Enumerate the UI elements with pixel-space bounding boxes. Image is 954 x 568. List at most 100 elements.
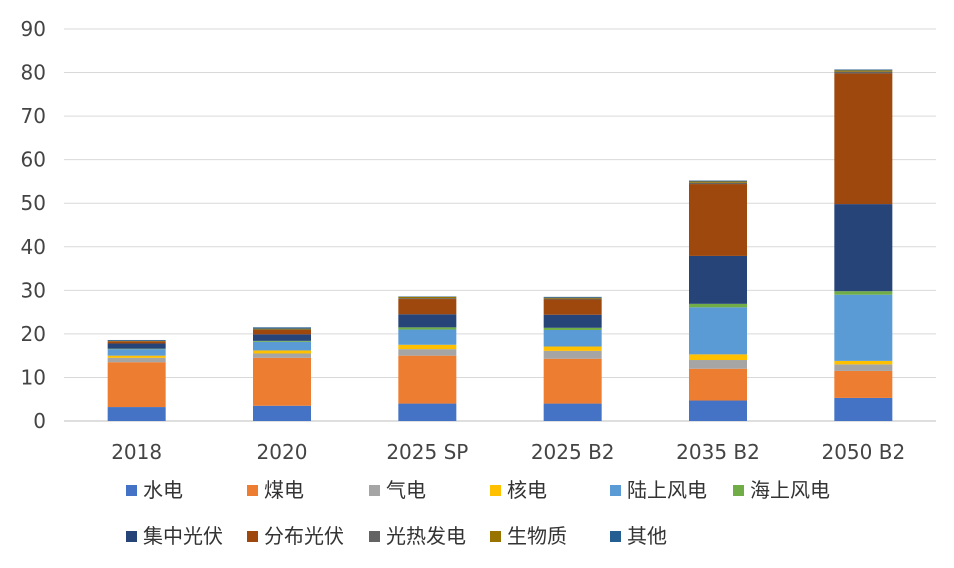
bar-segment: [834, 70, 892, 71]
bar-segment: [398, 349, 456, 356]
bar-segment: [689, 256, 747, 304]
bar-segment: [398, 298, 456, 299]
legend-label: 核电: [507, 478, 547, 502]
bar-segment: [689, 181, 747, 182]
bar-segment: [398, 345, 456, 349]
bar-segment: [834, 72, 892, 74]
bar-segment: [544, 351, 602, 359]
bar-segment: [689, 184, 747, 256]
bar-segment: [544, 404, 602, 421]
legend-swatch: [490, 485, 501, 496]
legend-swatch: [126, 485, 137, 496]
bar-segment: [544, 328, 602, 330]
bar-segment: [253, 334, 311, 341]
bar-stack: [253, 327, 311, 421]
bar-segment: [398, 297, 456, 298]
x-tick-label: 2035 B2: [676, 440, 760, 464]
bar-segment: [544, 299, 602, 300]
bar-stack: [544, 297, 602, 421]
legend-label: 分布光伏: [264, 524, 344, 548]
bar-segment: [544, 347, 602, 351]
bar-segment: [253, 353, 311, 357]
bar-segment: [544, 297, 602, 298]
x-tick-label: 2025 B2: [531, 440, 615, 464]
y-tick-label: 50: [21, 191, 46, 215]
legend-swatch: [369, 485, 380, 496]
bar-segment: [834, 371, 892, 398]
bar-segment: [544, 359, 602, 404]
bar-segment: [108, 340, 166, 341]
y-tick-label: 60: [21, 148, 46, 172]
bar-segment: [689, 360, 747, 369]
bar-segment: [689, 307, 747, 354]
legend-swatch: [369, 531, 380, 542]
bar-segment: [398, 299, 456, 314]
bar-segment: [398, 327, 456, 329]
x-tick-label: 2018: [111, 440, 162, 464]
bar-segment: [108, 358, 166, 362]
bar-segment: [834, 364, 892, 371]
legend-label: 集中光伏: [143, 524, 223, 548]
legend-label: 煤电: [264, 478, 304, 502]
bar-segment: [253, 341, 311, 342]
x-tick-label: 2025 SP: [386, 440, 468, 464]
bar-segment: [834, 398, 892, 421]
bar-segment: [689, 183, 747, 184]
bar-segment: [398, 356, 456, 404]
bar-segment: [544, 298, 602, 299]
legend-label: 生物质: [507, 524, 567, 548]
legend-swatch: [490, 531, 501, 542]
y-tick-label: 10: [21, 365, 46, 389]
bar-segment: [108, 362, 166, 407]
y-tick-label: 40: [21, 235, 46, 259]
bar-segment: [834, 295, 892, 361]
bar-segment: [108, 407, 166, 421]
legend-swatch: [247, 531, 258, 542]
y-tick-label: 20: [21, 322, 46, 346]
bar-segment: [398, 330, 456, 345]
bar-stack: [834, 70, 892, 421]
legend-label: 海上风电: [750, 478, 830, 502]
bar-segment: [689, 369, 747, 401]
legend-swatch: [126, 531, 137, 542]
x-tick-label: 2020: [257, 440, 308, 464]
bar-segment: [544, 315, 602, 328]
bar-segment: [834, 73, 892, 204]
y-tick-label: 0: [33, 409, 46, 433]
bar-segment: [108, 343, 166, 348]
legend-swatch: [247, 485, 258, 496]
bar-stack: [398, 296, 456, 421]
bar-segment: [253, 327, 311, 328]
bar-stack: [108, 340, 166, 421]
bar-segment: [689, 181, 747, 182]
legend-swatch: [733, 485, 744, 496]
bar-stack: [689, 181, 747, 421]
y-tick-label: 80: [21, 61, 46, 85]
bar-segment: [253, 350, 311, 353]
legend-swatch: [610, 485, 621, 496]
legend-swatch: [610, 531, 621, 542]
legend-label: 水电: [143, 478, 183, 502]
bar-segment: [398, 404, 456, 421]
gridlines: [64, 29, 936, 421]
legend-label: 其他: [627, 524, 667, 548]
bar-segment: [398, 314, 456, 327]
bars: [108, 70, 893, 421]
legend-label: 气电: [386, 478, 426, 502]
y-tick-label: 30: [21, 278, 46, 302]
y-tick-label: 70: [21, 104, 46, 128]
legend-label: 光热发电: [386, 524, 466, 548]
bar-segment: [108, 349, 166, 356]
bar-segment: [253, 329, 311, 330]
bar-segment: [108, 356, 166, 358]
bar-segment: [253, 406, 311, 421]
bar-segment: [253, 342, 311, 351]
legend-label: 陆上风电: [627, 478, 707, 502]
bar-segment: [544, 330, 602, 347]
bar-segment: [253, 330, 311, 334]
